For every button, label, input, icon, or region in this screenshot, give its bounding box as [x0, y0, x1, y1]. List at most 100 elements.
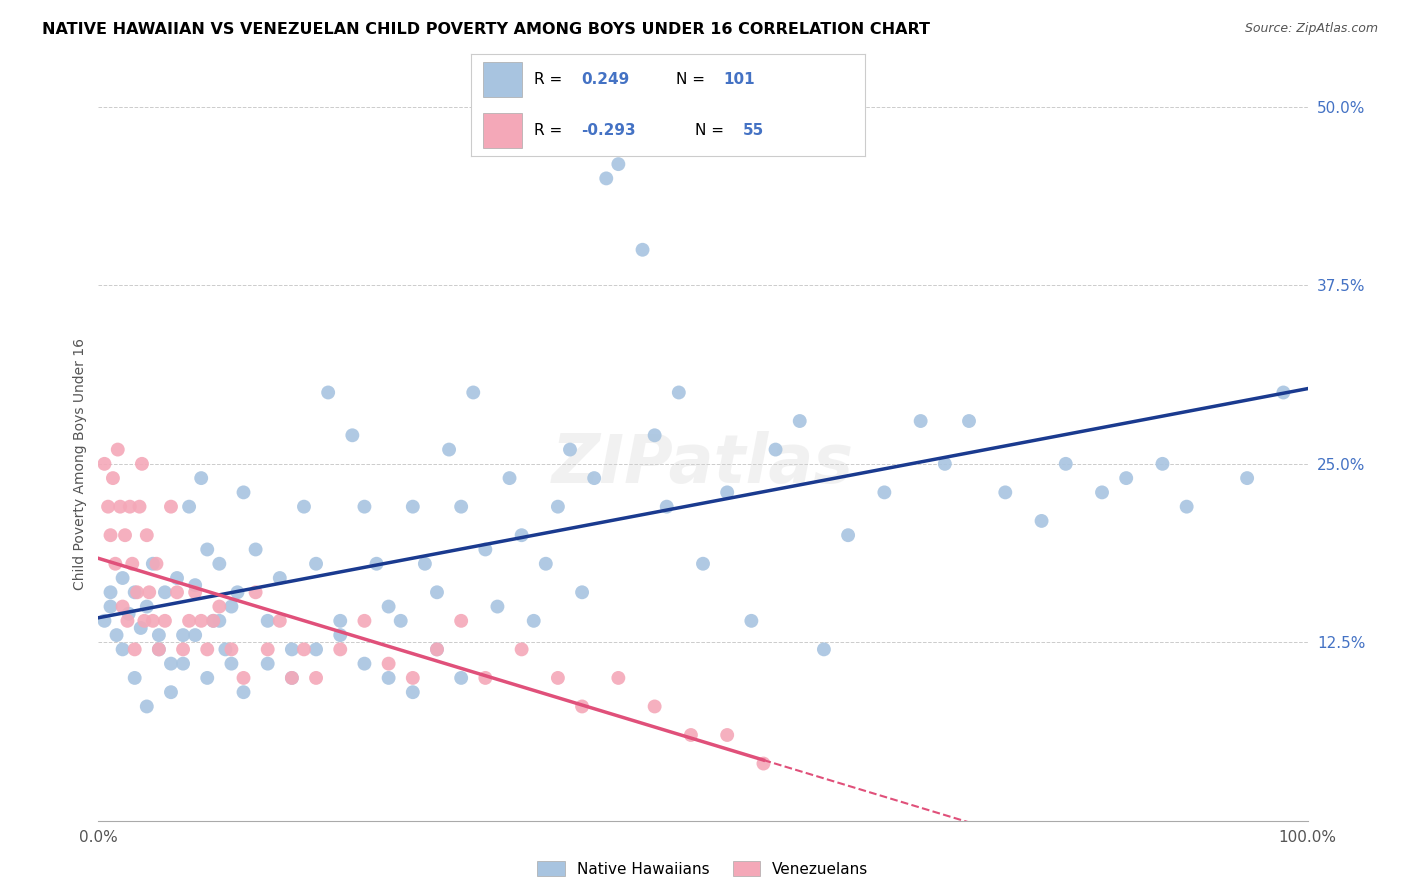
Point [329, 642, 352, 657]
Point [129, 621, 152, 635]
Point [135, 699, 157, 714]
Point [655, 500, 678, 514]
Point [221, 599, 243, 614]
Point [226, 585, 249, 599]
Point [534, 557, 557, 571]
Point [631, 243, 654, 257]
Point [510, 528, 533, 542]
Point [402, 500, 425, 514]
Point [668, 385, 690, 400]
Point [121, 557, 143, 571]
Point [474, 542, 496, 557]
Point [160, 657, 183, 671]
Point [111, 571, 134, 585]
Point [100, 528, 122, 542]
Y-axis label: Child Poverty Among Boys Under 16: Child Poverty Among Boys Under 16 [73, 338, 87, 590]
Point [1031, 514, 1053, 528]
Point [134, 614, 156, 628]
Point [377, 599, 399, 614]
Point [221, 642, 243, 657]
Point [160, 685, 183, 699]
Point [184, 585, 207, 599]
Point [523, 614, 546, 628]
Point [232, 671, 254, 685]
Text: R =: R = [534, 123, 562, 138]
Point [619, 143, 641, 157]
Point [172, 657, 194, 671]
Point [752, 756, 775, 771]
Point [353, 500, 375, 514]
Point [118, 607, 141, 621]
Point [292, 642, 315, 657]
Point [153, 585, 176, 599]
Point [644, 699, 666, 714]
Text: 0.249: 0.249 [581, 71, 630, 87]
Point [486, 599, 509, 614]
Point [426, 585, 449, 599]
Point [740, 614, 762, 628]
Point [245, 542, 267, 557]
Point [202, 614, 225, 628]
Point [353, 614, 375, 628]
Point [716, 485, 738, 500]
Point [389, 614, 412, 628]
Point [195, 542, 218, 557]
Point [221, 657, 243, 671]
Point [135, 599, 157, 614]
Point [184, 578, 207, 592]
Point [1236, 471, 1258, 485]
Point [910, 414, 932, 428]
Point [679, 728, 702, 742]
Point [837, 528, 859, 542]
Point [148, 642, 170, 657]
Point [108, 500, 131, 514]
Point [124, 671, 146, 685]
Point [342, 428, 364, 442]
Point [111, 642, 134, 657]
Point [138, 585, 160, 599]
Point [127, 585, 149, 599]
Point [100, 585, 122, 599]
Point [437, 442, 460, 457]
Point [305, 642, 328, 657]
Point [256, 657, 278, 671]
Point [93, 614, 115, 628]
Point [426, 642, 449, 657]
Point [450, 614, 472, 628]
Point [145, 557, 167, 571]
Point [1091, 485, 1114, 500]
Text: NATIVE HAWAIIAN VS VENEZUELAN CHILD POVERTY AMONG BOYS UNDER 16 CORRELATION CHAR: NATIVE HAWAIIAN VS VENEZUELAN CHILD POVE… [42, 22, 931, 37]
Point [142, 557, 165, 571]
Point [281, 671, 304, 685]
Point [402, 671, 425, 685]
Point [111, 599, 134, 614]
Text: 101: 101 [723, 71, 755, 87]
Point [97, 500, 120, 514]
Point [1115, 471, 1137, 485]
Point [208, 614, 231, 628]
Point [105, 628, 128, 642]
Point [179, 614, 201, 628]
Point [184, 628, 207, 642]
Point [232, 685, 254, 699]
Point [402, 685, 425, 699]
Point [1272, 385, 1295, 400]
Point [292, 500, 315, 514]
Point [1175, 500, 1198, 514]
Point [124, 642, 146, 657]
Point [131, 457, 153, 471]
Point [124, 585, 146, 599]
Text: -0.293: -0.293 [581, 123, 636, 138]
Point [474, 671, 496, 685]
Point [994, 485, 1017, 500]
Point [269, 571, 291, 585]
Point [366, 557, 388, 571]
Point [607, 157, 630, 171]
Text: N =: N = [676, 71, 704, 87]
Point [208, 599, 231, 614]
Text: R =: R = [534, 71, 562, 87]
Point [104, 557, 127, 571]
Point [142, 614, 165, 628]
Point [547, 500, 569, 514]
Point [692, 557, 714, 571]
